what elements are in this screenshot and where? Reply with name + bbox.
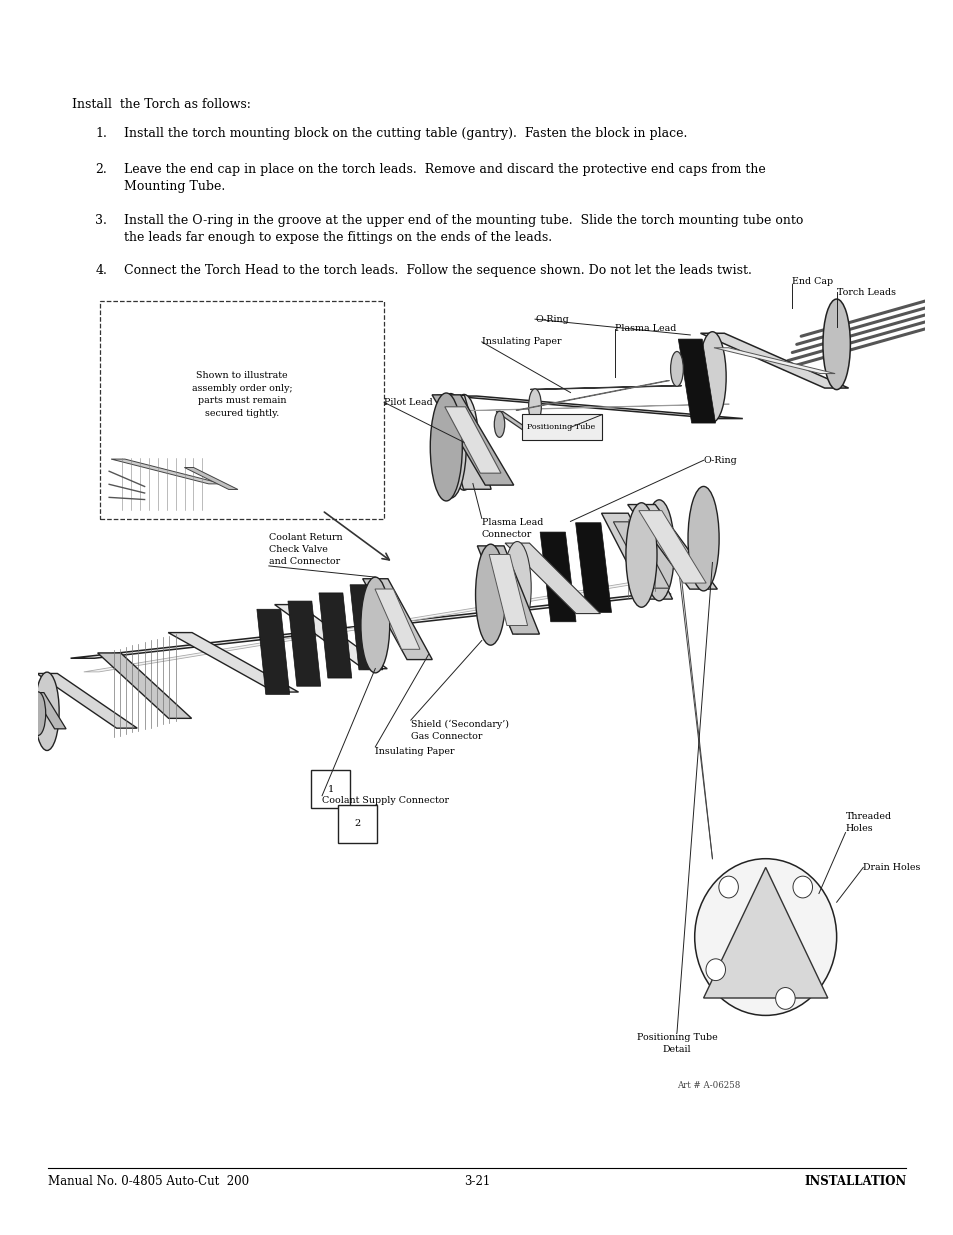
Text: Install  the Torch as follows:: Install the Torch as follows: xyxy=(71,98,250,111)
Ellipse shape xyxy=(435,394,466,498)
Polygon shape xyxy=(516,380,669,410)
Polygon shape xyxy=(184,468,237,489)
Polygon shape xyxy=(111,459,222,484)
Polygon shape xyxy=(436,395,491,489)
Text: Leave the end cap in place on the torch leads.  Remove and discard the protectiv: Leave the end cap in place on the torch … xyxy=(124,163,765,193)
Polygon shape xyxy=(32,693,66,729)
Text: 3.: 3. xyxy=(95,214,107,227)
Polygon shape xyxy=(539,532,576,621)
Text: 1.: 1. xyxy=(95,127,107,141)
Polygon shape xyxy=(575,522,611,613)
Ellipse shape xyxy=(698,332,725,422)
Polygon shape xyxy=(36,673,137,729)
Polygon shape xyxy=(700,333,848,388)
Text: 2.: 2. xyxy=(95,163,107,177)
Polygon shape xyxy=(504,543,599,614)
Polygon shape xyxy=(703,867,827,998)
Text: Drain Holes: Drain Holes xyxy=(862,863,920,872)
Text: O-Ring: O-Ring xyxy=(535,315,568,324)
Ellipse shape xyxy=(694,858,836,1015)
FancyArrowPatch shape xyxy=(324,513,389,559)
Polygon shape xyxy=(713,348,834,373)
Text: O-Ring: O-Ring xyxy=(703,456,737,464)
Polygon shape xyxy=(678,340,715,424)
Text: Torch Leads: Torch Leads xyxy=(836,288,895,296)
Ellipse shape xyxy=(643,500,674,601)
Ellipse shape xyxy=(719,876,738,898)
Ellipse shape xyxy=(822,299,849,389)
Bar xyxy=(337,805,376,844)
Text: Insulating Paper: Insulating Paper xyxy=(481,337,560,346)
Text: Plasma Lead
Connector: Plasma Lead Connector xyxy=(481,519,542,540)
Polygon shape xyxy=(288,601,320,687)
Bar xyxy=(521,414,601,440)
Ellipse shape xyxy=(670,352,682,387)
Ellipse shape xyxy=(792,876,812,898)
Text: Pilot Lead: Pilot Lead xyxy=(384,398,433,406)
Polygon shape xyxy=(274,605,387,668)
Bar xyxy=(311,769,350,808)
Text: 4.: 4. xyxy=(95,264,107,278)
Ellipse shape xyxy=(430,393,462,501)
Ellipse shape xyxy=(503,541,531,634)
Polygon shape xyxy=(168,632,298,692)
Polygon shape xyxy=(464,404,729,410)
Polygon shape xyxy=(318,593,352,678)
Text: Coolant Supply Connector: Coolant Supply Connector xyxy=(322,795,449,805)
Text: Positioning Tube: Positioning Tube xyxy=(527,424,595,431)
Polygon shape xyxy=(489,555,527,625)
Text: Manual No. 0-4805 Auto-Cut  200: Manual No. 0-4805 Auto-Cut 200 xyxy=(48,1174,249,1188)
Ellipse shape xyxy=(528,389,540,424)
Text: Coolant Return
Check Valve
and Connector: Coolant Return Check Valve and Connector xyxy=(269,534,342,566)
Text: End Cap: End Cap xyxy=(791,278,833,287)
Polygon shape xyxy=(350,584,382,669)
Ellipse shape xyxy=(687,487,719,590)
Text: Install the O-ring in the groove at the upper end of the mounting tube.  Slide t: Install the O-ring in the groove at the … xyxy=(124,214,802,243)
Text: Insulating Paper: Insulating Paper xyxy=(375,747,455,756)
Polygon shape xyxy=(530,385,680,389)
Polygon shape xyxy=(496,411,529,430)
Text: 2: 2 xyxy=(355,819,360,829)
Ellipse shape xyxy=(705,958,724,981)
Polygon shape xyxy=(432,395,514,485)
Ellipse shape xyxy=(625,503,657,608)
Text: Art # A-06258: Art # A-06258 xyxy=(677,1081,740,1089)
Polygon shape xyxy=(71,594,671,658)
Ellipse shape xyxy=(449,394,477,490)
Ellipse shape xyxy=(494,411,504,437)
Text: 3-21: 3-21 xyxy=(463,1174,490,1188)
Text: Connect the Torch Head to the torch leads.  Follow the sequence shown. Do not le: Connect the Torch Head to the torch lead… xyxy=(124,264,751,278)
Text: Plasma Lead: Plasma Lead xyxy=(615,324,676,333)
Polygon shape xyxy=(375,589,419,650)
Bar xyxy=(100,301,384,519)
Text: 1: 1 xyxy=(328,784,334,794)
Text: Shown to illustrate
assembly order only;
parts must remain
secured tightly.: Shown to illustrate assembly order only;… xyxy=(192,370,293,417)
Polygon shape xyxy=(639,510,705,583)
Polygon shape xyxy=(362,579,432,659)
Polygon shape xyxy=(256,609,290,694)
Ellipse shape xyxy=(360,577,389,673)
Polygon shape xyxy=(476,546,538,634)
Polygon shape xyxy=(84,580,658,672)
Polygon shape xyxy=(627,505,717,589)
Text: Install the torch mounting block on the cutting table (gantry).  Fasten the bloc: Install the torch mounting block on the … xyxy=(124,127,687,141)
Ellipse shape xyxy=(30,692,46,735)
Text: INSTALLATION: INSTALLATION xyxy=(803,1174,905,1188)
Polygon shape xyxy=(601,514,672,599)
Ellipse shape xyxy=(475,545,505,645)
Ellipse shape xyxy=(775,988,795,1009)
Polygon shape xyxy=(444,406,500,473)
Text: Positioning Tube
Detail: Positioning Tube Detail xyxy=(636,1032,717,1053)
Polygon shape xyxy=(613,522,669,588)
Polygon shape xyxy=(97,653,192,719)
Text: Shield (‘Secondary’)
Gas Connector: Shield (‘Secondary’) Gas Connector xyxy=(411,720,508,741)
Text: Threaded
Holes: Threaded Holes xyxy=(844,811,891,832)
Polygon shape xyxy=(451,396,742,419)
Ellipse shape xyxy=(35,672,59,751)
